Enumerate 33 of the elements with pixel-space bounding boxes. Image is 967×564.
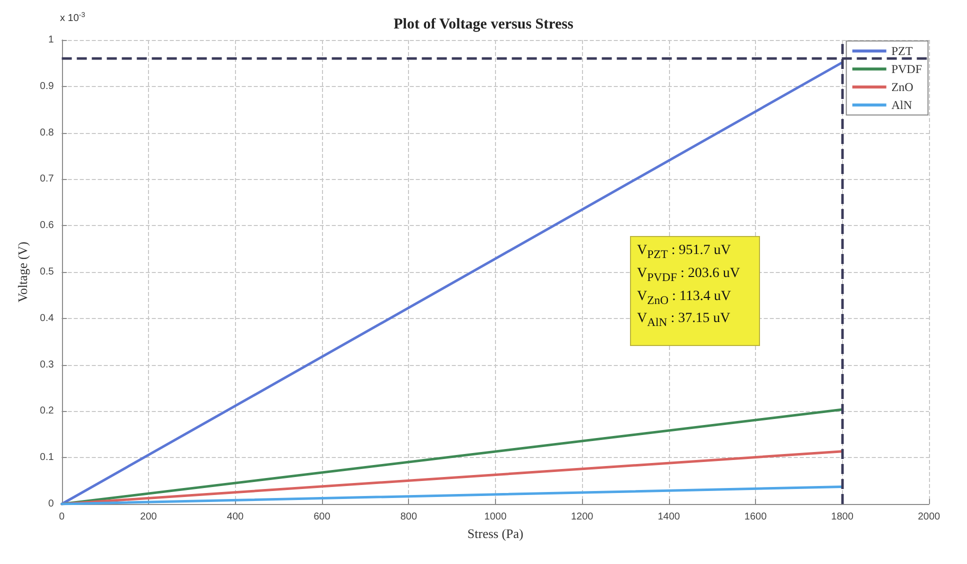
- annotation: V$_{AlN}$ : 37.15 uV: [637, 310, 732, 332]
- x-axis-title: Stress (Pa): [467, 526, 524, 541]
- x-tick-label: 1800: [831, 512, 854, 522]
- x-tick-label: 1400: [658, 512, 680, 522]
- annotation: V$_{ZnO}$ : 113.4 uV: [637, 288, 732, 308]
- y-tick-label: 0.3: [40, 359, 54, 370]
- x-tick-label: 800: [400, 512, 418, 522]
- y-tick-label: 1: [48, 34, 54, 46]
- legend-label: PVDF: [891, 62, 922, 76]
- x-tick-label: 2000: [918, 512, 941, 522]
- x-tick-label: 1000: [484, 512, 507, 522]
- x-tick-label: 400: [226, 512, 244, 522]
- x-tick-label: 1200: [570, 512, 594, 522]
- y-tick-label: 0.6: [40, 220, 54, 232]
- legend-label: ZnO: [891, 80, 914, 94]
- legend-label: AlN: [891, 98, 912, 112]
- x-tick-label: 200: [140, 512, 158, 522]
- y-tick-label: 0.1: [40, 452, 54, 464]
- y-tick-label: 0.5: [40, 266, 54, 278]
- y-tick-label: 0: [48, 498, 54, 510]
- y-tick-label: 0.7: [40, 174, 54, 185]
- x-tick-label: 0: [59, 512, 66, 522]
- y-tick-label: 0.8: [40, 127, 54, 138]
- x-tick-label: 1600: [744, 512, 768, 522]
- y-tick-label: 0.2: [40, 406, 54, 417]
- y-axis-title: Voltage (V): [15, 242, 30, 302]
- annotation: V$_{PZT}$ : 951.7 uV: [637, 242, 732, 263]
- chart-title: Plot of Voltage versus Stress: [394, 16, 574, 32]
- y-tick-label: 0.9: [40, 80, 54, 92]
- x-tick-label: 600: [314, 512, 331, 522]
- legend-label: PZT: [891, 44, 914, 58]
- y-tick-label: 0.4: [40, 312, 54, 324]
- annotation: V$_{PVDF}$ : 203.6 uV: [637, 264, 741, 286]
